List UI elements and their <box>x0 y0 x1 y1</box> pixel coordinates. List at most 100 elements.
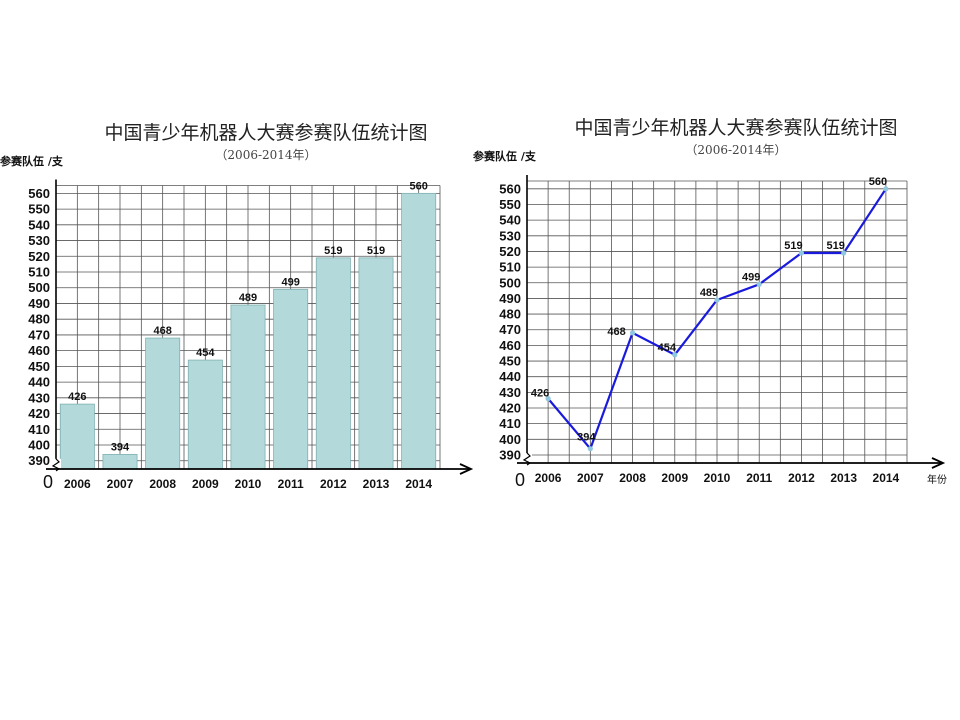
bar-chart-subtitle: （2006-2014年） <box>215 148 316 162</box>
x-tick-label: 2012 <box>788 471 815 485</box>
x-tick-label: 2012 <box>320 477 347 491</box>
x-tick-label: 2013 <box>830 471 857 485</box>
bar <box>145 337 181 470</box>
y-tick-label: 470 <box>28 327 50 342</box>
y-tick-label: 520 <box>499 244 521 259</box>
line-chart: 3904004104204304404504604704804905005105… <box>499 175 946 485</box>
data-label: 426 <box>68 391 86 403</box>
y-tick-label: 500 <box>499 275 521 290</box>
x-tick-label: 2013 <box>363 477 390 491</box>
bar <box>102 454 138 470</box>
y-tick-label: 520 <box>28 249 50 264</box>
data-label: 468 <box>153 325 171 337</box>
y-tick-label: 430 <box>28 390 50 405</box>
y-tick-label: 420 <box>499 401 521 416</box>
data-label: 454 <box>658 342 677 354</box>
x-tick-label: 2009 <box>192 477 219 491</box>
axis-break-mask <box>51 458 61 471</box>
y-tick-label: 410 <box>28 422 50 437</box>
bar <box>230 304 266 470</box>
data-point <box>798 250 805 256</box>
axis-break-mask <box>522 452 532 465</box>
x-tick-label: 2014 <box>405 477 432 491</box>
y-tick-label: 440 <box>28 375 50 390</box>
line-chart-origin-label: 0 <box>515 470 525 490</box>
line-chart-y-axis-label: 参赛队伍 /支 <box>473 149 537 163</box>
x-tick-label: 2011 <box>746 471 772 485</box>
data-label: 468 <box>607 326 625 338</box>
y-tick-label: 490 <box>28 296 50 311</box>
data-point <box>672 352 678 358</box>
data-point <box>629 330 636 336</box>
data-point <box>756 281 762 287</box>
data-label: 560 <box>869 176 887 188</box>
bar <box>358 257 394 470</box>
y-tick-label: 510 <box>499 260 521 275</box>
y-tick-label: 550 <box>28 202 50 217</box>
data-label: 519 <box>826 240 844 252</box>
x-tick-label: 2006 <box>64 477 91 491</box>
data-label: 489 <box>700 287 718 299</box>
y-tick-label: 500 <box>28 280 50 295</box>
y-tick-label: 460 <box>28 343 50 358</box>
bar-chart-y-axis-label: 参赛队伍 /支 <box>0 154 64 168</box>
line-chart-x-axis-label: 年份 <box>927 473 947 486</box>
data-label: 499 <box>281 276 299 288</box>
y-tick-label: 490 <box>499 291 521 306</box>
data-point <box>841 250 847 256</box>
y-tick-label: 470 <box>499 322 521 337</box>
x-axis-arrow <box>459 463 474 475</box>
y-tick-label: 540 <box>499 213 521 228</box>
y-tick-label: 390 <box>28 453 50 468</box>
y-tick-label: 530 <box>28 233 50 248</box>
y-tick-label: 430 <box>499 385 521 400</box>
y-tick-label: 400 <box>28 438 50 453</box>
bar-chart: 3904004104204304404504604704804905005105… <box>28 179 474 491</box>
y-tick-label: 390 <box>499 447 521 462</box>
x-tick-label: 2011 <box>278 477 304 491</box>
bar-chart-origin-label: 0 <box>43 472 53 492</box>
y-tick-label: 480 <box>28 312 50 327</box>
y-tick-label: 440 <box>499 369 521 384</box>
data-label: 489 <box>239 292 257 304</box>
data-label: 394 <box>577 432 596 444</box>
y-tick-label: 510 <box>28 265 50 280</box>
x-axis-arrow <box>931 457 946 469</box>
line-chart-title: 中国青少年机器人大赛参赛队伍统计图 <box>574 117 897 139</box>
bar <box>273 288 309 470</box>
data-point <box>587 446 593 452</box>
y-tick-label: 480 <box>499 307 521 322</box>
y-tick-label: 560 <box>28 186 50 201</box>
y-tick-label: 540 <box>28 217 50 232</box>
data-label: 394 <box>111 441 130 453</box>
y-tick-label: 450 <box>499 354 521 369</box>
x-tick-label: 2009 <box>661 471 688 485</box>
x-tick-label: 2010 <box>704 471 731 485</box>
y-tick-label: 420 <box>28 406 50 421</box>
bar <box>315 257 351 470</box>
data-label: 426 <box>531 388 549 400</box>
y-tick-label: 450 <box>28 359 50 374</box>
bar <box>401 192 437 470</box>
bar <box>187 359 223 470</box>
x-tick-label: 2014 <box>873 471 900 485</box>
y-tick-label: 560 <box>499 181 521 196</box>
data-label: 519 <box>784 240 802 252</box>
data-label: 454 <box>196 347 215 359</box>
data-point <box>545 396 551 402</box>
bar-chart-title: 中国青少年机器人大赛参赛队伍统计图 <box>104 122 427 144</box>
data-label: 560 <box>409 180 427 192</box>
y-tick-label: 460 <box>499 338 521 353</box>
x-tick-label: 2008 <box>149 477 176 491</box>
x-tick-label: 2007 <box>577 471 604 485</box>
data-label: 519 <box>324 245 342 257</box>
data-label: 519 <box>367 245 385 257</box>
bar <box>59 403 95 470</box>
y-tick-label: 400 <box>499 432 521 447</box>
data-point <box>714 297 720 303</box>
y-tick-label: 530 <box>499 228 521 243</box>
y-tick-label: 410 <box>499 416 521 431</box>
data-point <box>883 186 889 192</box>
x-tick-label: 2006 <box>535 471 562 485</box>
